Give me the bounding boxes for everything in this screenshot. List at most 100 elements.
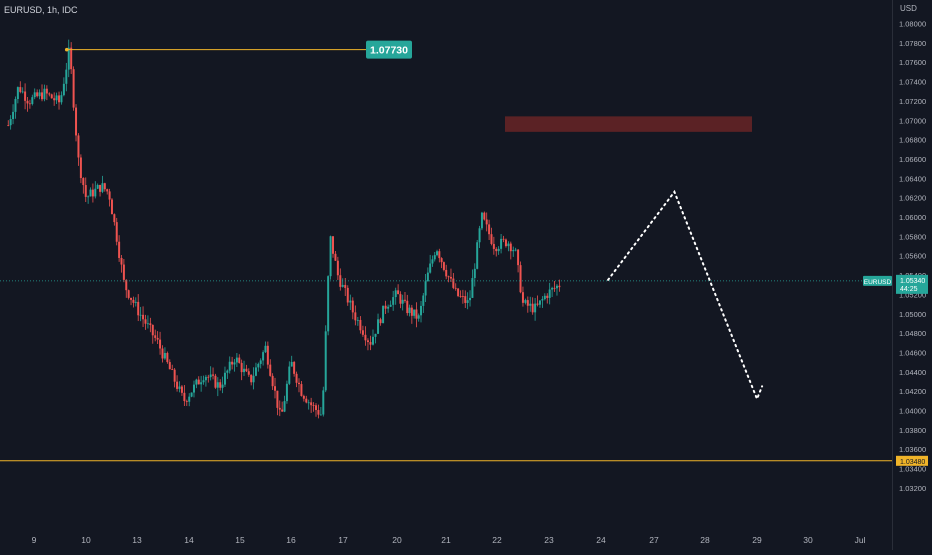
candle-body: [163, 352, 166, 359]
candle-body: [87, 196, 90, 198]
candle-body: [452, 278, 455, 288]
candle-body: [60, 95, 63, 103]
candle-body: [361, 330, 364, 335]
candle-body: [417, 315, 420, 319]
candle-body: [507, 243, 510, 247]
high-marker-label: 1.07730: [370, 45, 408, 57]
candle-body: [336, 260, 339, 276]
candle-body: [461, 296, 464, 297]
candle-body: [79, 157, 82, 179]
candle-body: [161, 348, 164, 359]
candle-body: [315, 405, 318, 410]
candle-body: [553, 287, 556, 289]
candle-body: [420, 305, 423, 316]
candle-body: [240, 362, 243, 373]
candle-body: [319, 414, 322, 416]
candle-body: [536, 303, 539, 305]
candle-body: [99, 184, 102, 192]
candle-body: [512, 250, 515, 252]
candle-body: [137, 301, 140, 316]
candle-body: [410, 307, 413, 316]
candle-body: [288, 366, 291, 384]
candle-body: [38, 92, 41, 97]
candle-body: [212, 374, 215, 376]
candle-body: [58, 95, 61, 103]
candle-body: [9, 119, 12, 126]
x-tick-label: 13: [132, 535, 142, 545]
candle-body: [519, 265, 522, 293]
candle-body: [379, 319, 382, 324]
candle-body: [65, 69, 68, 84]
candle-body: [245, 368, 248, 372]
candle-body: [173, 369, 176, 382]
candle-body: [364, 334, 367, 341]
candle-body: [77, 135, 80, 158]
candle-body: [354, 312, 357, 321]
candle-body: [235, 357, 238, 363]
x-tick-label: 20: [392, 535, 402, 545]
candle-body: [200, 382, 203, 385]
candle-body: [228, 361, 231, 371]
candle-body: [473, 268, 476, 279]
candle-body: [33, 92, 36, 98]
candle-body: [139, 314, 142, 316]
candle-body: [67, 47, 70, 70]
candle-body: [297, 382, 300, 385]
candle-body: [19, 87, 22, 92]
candle-body: [442, 262, 445, 270]
candle-body: [94, 188, 97, 197]
x-tick-label: 22: [492, 535, 502, 545]
candle-body: [300, 384, 303, 396]
candle-body: [134, 301, 137, 303]
candle-body: [55, 95, 58, 101]
candle-body: [317, 409, 320, 415]
candle-body: [394, 290, 397, 298]
candle-body: [12, 111, 15, 120]
candle-body: [142, 314, 145, 320]
candle-body: [271, 375, 274, 387]
candle-body: [195, 379, 198, 385]
candle-body: [329, 236, 332, 277]
candle-body: [183, 392, 186, 402]
candle-body: [551, 287, 554, 290]
candle-body: [278, 407, 281, 410]
candle-body: [53, 98, 56, 101]
candle-body: [274, 386, 277, 391]
candle-body: [132, 299, 135, 303]
x-tick-label: 27: [649, 535, 659, 545]
candle-body: [16, 87, 19, 99]
candle-body: [471, 278, 474, 298]
candle-body: [262, 352, 265, 361]
candle-body: [290, 361, 293, 367]
candle-body: [476, 242, 479, 269]
candle-body: [438, 251, 441, 259]
candle-body: [151, 324, 154, 336]
candle-body: [238, 357, 241, 363]
candle-body: [543, 295, 546, 300]
currency-label: USD: [900, 4, 917, 13]
candle-body: [440, 258, 443, 263]
price-axis[interactable]: [892, 0, 932, 550]
candle-body: [422, 295, 425, 306]
candle-body: [374, 333, 377, 337]
candle-body: [302, 395, 305, 399]
candle-body: [312, 405, 315, 407]
candle-body: [534, 303, 537, 313]
candle-body: [115, 222, 118, 242]
high-marker-label-bg: [366, 40, 412, 59]
candle-body: [178, 386, 181, 389]
candle-body: [457, 288, 460, 297]
candle-body: [500, 238, 503, 249]
candle-body: [436, 251, 439, 256]
candle-body: [389, 304, 392, 307]
candle-body: [466, 300, 469, 303]
high-marker-dot: [64, 47, 69, 52]
candle-body: [485, 219, 488, 225]
x-tick-label: 21: [441, 535, 451, 545]
candle-body: [529, 303, 532, 306]
candle-body: [130, 297, 133, 300]
candle-body: [447, 276, 450, 278]
candle-body: [509, 243, 512, 252]
